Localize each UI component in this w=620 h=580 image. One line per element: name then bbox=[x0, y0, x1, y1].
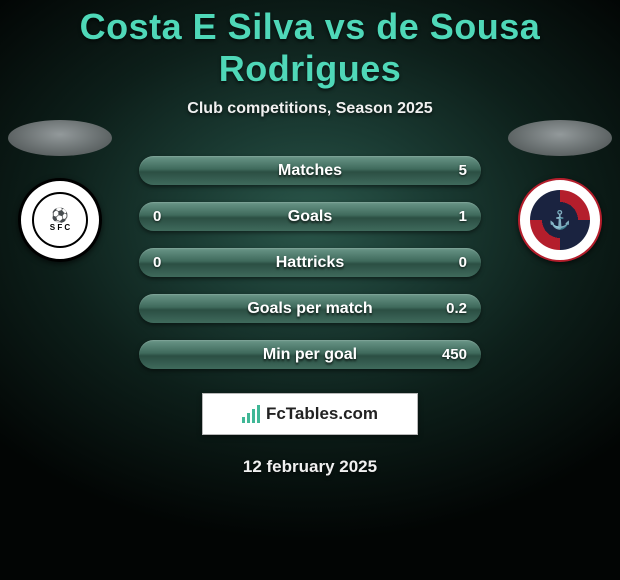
stat-label: Goals bbox=[288, 208, 332, 226]
stat-label: Matches bbox=[278, 162, 342, 180]
comparison-date: 12 february 2025 bbox=[0, 457, 620, 477]
stat-label: Goals per match bbox=[247, 300, 372, 318]
club-crest-left-inner: ⚽ S F C bbox=[32, 192, 88, 248]
player-left-silhouette bbox=[8, 120, 112, 156]
club-crest-right-flag: ⚓ bbox=[530, 190, 590, 250]
stat-row-min-per-goal: Min per goal 450 bbox=[139, 340, 481, 369]
anchor-icon: ⚓ bbox=[549, 211, 571, 229]
club-crest-left: ⚽ S F C bbox=[18, 178, 102, 262]
page-title: Costa E Silva vs de Sousa Rodrigues bbox=[0, 0, 620, 90]
stat-right-value: 0 bbox=[427, 254, 467, 271]
stat-right-value: 5 bbox=[427, 162, 467, 179]
stat-row-matches: Matches 5 bbox=[139, 156, 481, 185]
stat-right-value: 450 bbox=[427, 346, 467, 363]
player-right-column: ⚓ bbox=[500, 120, 620, 262]
fctables-logo-text: FcTables.com bbox=[266, 404, 378, 424]
content-root: Costa E Silva vs de Sousa Rodrigues Club… bbox=[0, 0, 620, 580]
stat-right-value: 1 bbox=[427, 208, 467, 225]
fctables-logo[interactable]: FcTables.com bbox=[202, 393, 418, 435]
player-left-column: ⚽ S F C bbox=[0, 120, 120, 262]
bar-chart-icon bbox=[242, 405, 260, 423]
player-right-silhouette bbox=[508, 120, 612, 156]
stat-row-goals-per-match: Goals per match 0.2 bbox=[139, 294, 481, 323]
stat-right-value: 0.2 bbox=[427, 300, 467, 317]
stat-label: Hattricks bbox=[276, 254, 344, 272]
stat-row-hattricks: 0 Hattricks 0 bbox=[139, 248, 481, 277]
stat-left-value: 0 bbox=[153, 254, 193, 271]
stat-row-goals: 0 Goals 1 bbox=[139, 202, 481, 231]
club-crest-right: ⚓ bbox=[518, 178, 602, 262]
stat-left-value: 0 bbox=[153, 208, 193, 225]
stat-label: Min per goal bbox=[263, 346, 357, 364]
subtitle: Club competitions, Season 2025 bbox=[0, 100, 620, 118]
